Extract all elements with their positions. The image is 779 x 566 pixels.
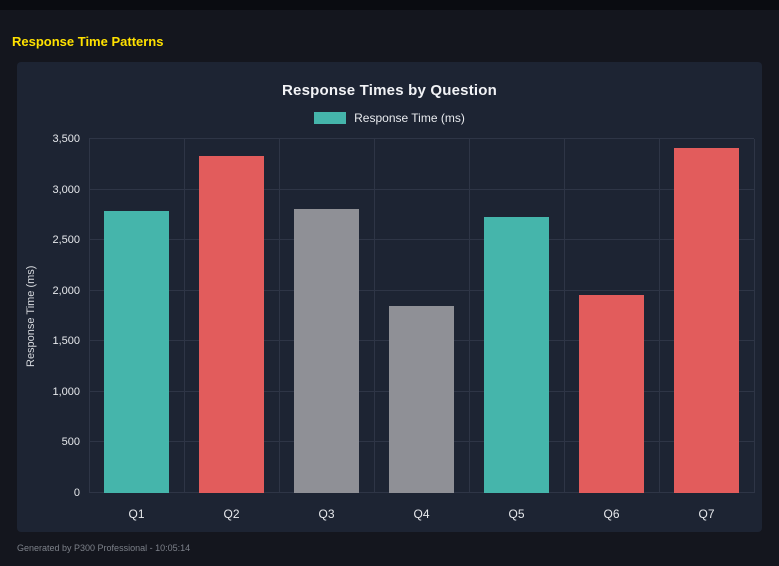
bar-q5[interactable] [483, 216, 550, 493]
chart-grid: Response Time (ms) 0 500 1,000 1,500 2,000 2,… [21, 133, 755, 529]
bar-q2[interactable] [198, 156, 265, 493]
bar-slot [279, 139, 374, 493]
v-gridline [754, 139, 755, 493]
plot-area [89, 138, 755, 493]
v-gridline [89, 139, 90, 493]
x-tick-label: Q1 [128, 507, 145, 521]
x-tick-label: Q5 [508, 507, 525, 521]
bar-q3[interactable] [293, 208, 360, 493]
v-gridline [374, 139, 375, 493]
v-gridline [469, 139, 470, 493]
y-tick-label: 3,500 [52, 133, 80, 145]
y-tick-label: 2,000 [52, 284, 80, 297]
bar-slot [469, 139, 564, 493]
y-tick-label: 0 [73, 487, 80, 499]
y-tick-label: 500 [61, 436, 80, 449]
bar-q4[interactable] [388, 306, 455, 493]
footer-text: Generated by P300 Professional - 10:05:1… [17, 543, 191, 553]
x-tick-label: Q7 [698, 507, 715, 521]
v-gridline [564, 139, 565, 493]
bar-q7[interactable] [673, 148, 740, 493]
chart-panel: Response Times by Question Response Time… [17, 62, 762, 532]
legend-swatch [314, 112, 347, 124]
legend-item[interactable]: Response Time (ms) [17, 111, 762, 125]
bars-layer [89, 139, 754, 493]
x-axis-labels: Q1 Q2 Q3 Q4 Q5 Q6 Q7 [89, 493, 754, 529]
y-tick-label: 1,000 [52, 385, 80, 398]
x-tick-label: Q4 [413, 507, 430, 521]
bar-q1[interactable] [103, 210, 170, 493]
bar-slot [564, 139, 659, 493]
page-title: Response Time Patterns [12, 34, 164, 49]
v-gridline [279, 139, 280, 493]
h-gridline [89, 289, 754, 291]
bar-q6[interactable] [578, 294, 645, 493]
y-tick-label: 1,500 [52, 335, 80, 348]
h-gridline [89, 188, 754, 190]
y-axis-title: Response Time (ms) [25, 265, 37, 367]
h-gridline [89, 239, 754, 241]
y-tick-label: 3,000 [52, 183, 80, 196]
legend-label: Response Time (ms) [354, 111, 465, 125]
x-tick-label: Q3 [318, 507, 335, 521]
v-gridline [659, 139, 660, 493]
window-top-strip [0, 0, 779, 10]
bar-slot [89, 139, 184, 493]
bar-slot [659, 139, 754, 493]
y-axis-ticks: 0 500 1,000 1,500 2,000 2,500 3,000 3,500 [41, 133, 89, 499]
h-gridline [89, 138, 754, 139]
bar-slot [184, 139, 279, 493]
x-tick-label: Q6 [603, 507, 620, 521]
x-tick-label: Q2 [223, 507, 240, 521]
y-tick-label: 2,500 [52, 234, 80, 247]
bar-slot [374, 139, 469, 493]
chart-title: Response Times by Question [282, 82, 497, 99]
v-gridline [184, 139, 185, 493]
